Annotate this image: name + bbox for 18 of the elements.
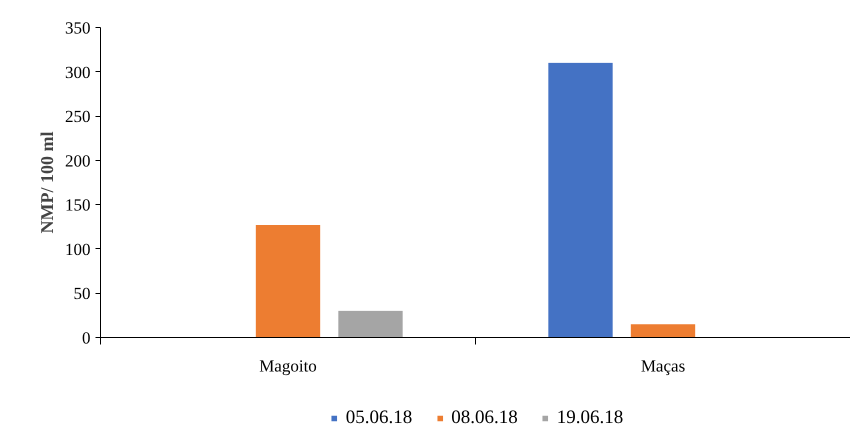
- legend-label: 19.06.18: [556, 407, 624, 429]
- y-tick-label: 300: [65, 62, 90, 82]
- y-tick-label: 250: [65, 107, 90, 126]
- bar: [338, 310, 403, 338]
- x-tick-label: Maças: [640, 356, 686, 376]
- legend-label: 05.06.18: [346, 407, 412, 429]
- y-tick-label: 100: [65, 240, 90, 259]
- y-axis-title: NMP/ 100 ml: [37, 132, 57, 234]
- y-tick-label: 150: [65, 196, 90, 215]
- x-tick-label: Magoito: [259, 356, 317, 376]
- bar: [630, 324, 696, 338]
- bar: [548, 62, 613, 338]
- y-tick-label: 50: [74, 284, 90, 304]
- bar: [256, 225, 320, 338]
- y-tick-label: 0: [82, 328, 90, 348]
- y-tick-label: 200: [65, 151, 90, 170]
- legend-label: 08.06.18: [451, 407, 518, 429]
- y-tick-label: 350: [65, 18, 90, 38]
